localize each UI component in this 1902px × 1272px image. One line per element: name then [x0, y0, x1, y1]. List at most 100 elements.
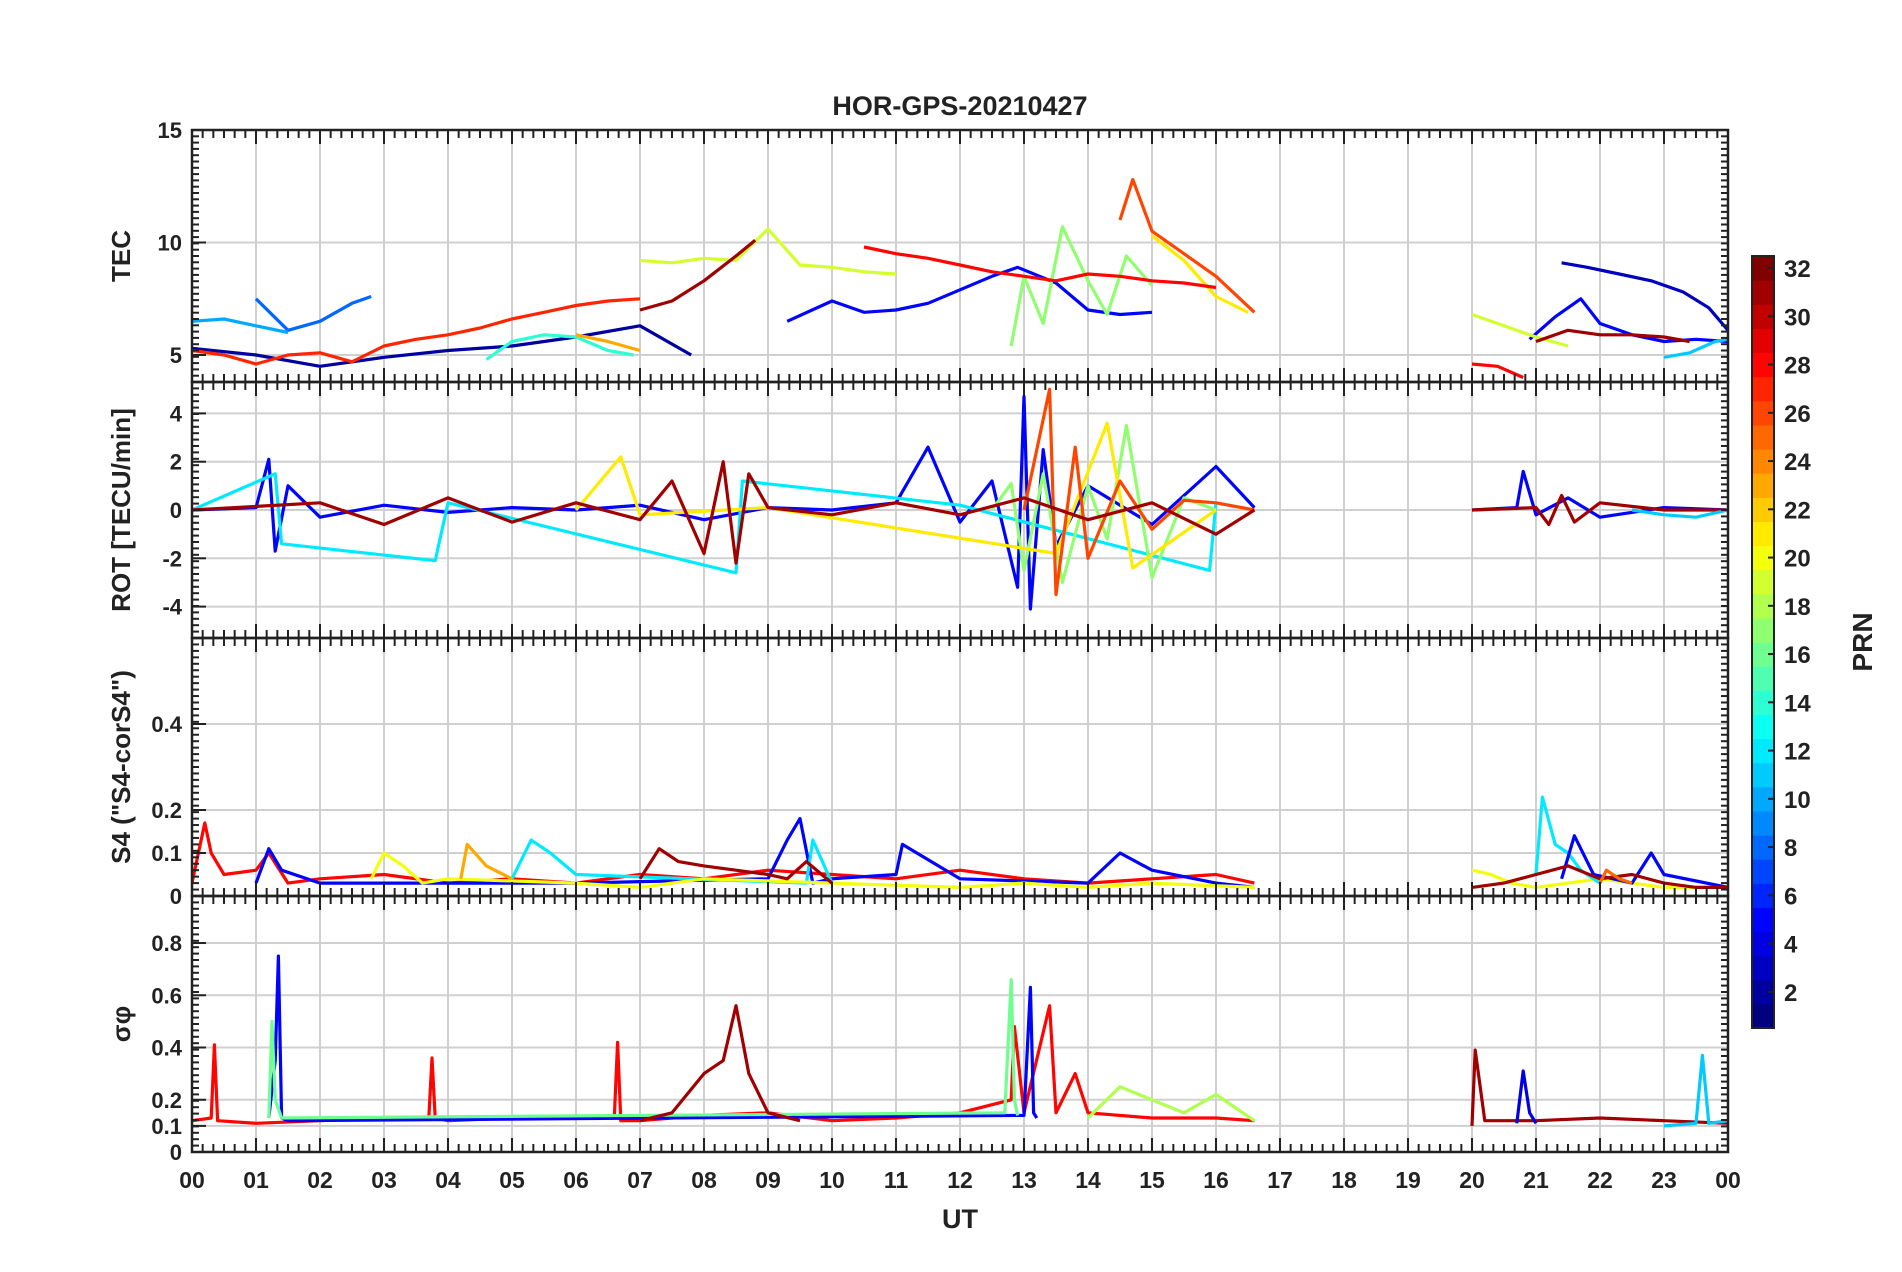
series-prn-5 [786, 265, 1153, 323]
y-tick-label: 0.6 [151, 983, 182, 1008]
x-tick-label: 14 [1075, 1167, 1101, 1193]
colorbar-tick-label: 22 [1784, 497, 1811, 524]
colorbar-segment [1752, 666, 1774, 691]
x-tick-label: 23 [1651, 1167, 1677, 1193]
colorbar-segment [1752, 617, 1774, 643]
series-prn-14 [485, 333, 634, 361]
y-tick-label: 0.4 [151, 1036, 182, 1061]
panel-frame [190, 894, 1730, 1154]
x-tick-label: 07 [627, 1167, 653, 1193]
x-tick-label: 00 [1715, 1167, 1741, 1193]
x-tick-label: 19 [1395, 1167, 1421, 1193]
series-prn-21 [1151, 234, 1249, 314]
colorbar-tick-label: 30 [1784, 304, 1811, 331]
series-prn-11 [1663, 337, 1728, 359]
colorbar-tick-label: 6 [1784, 883, 1797, 910]
series-prn-17 [990, 423, 1217, 585]
colorbar-segment [1752, 931, 1774, 957]
panel-series [192, 954, 1728, 1128]
colorbar-segment [1752, 979, 1774, 1005]
series-prn-28 [1471, 362, 1524, 379]
series-prn-16 [267, 977, 1020, 1120]
y-axis-label: ROT [TECU/min] [106, 408, 136, 612]
x-tick-label: 06 [563, 1167, 589, 1193]
x-tick-label: 05 [499, 1167, 525, 1193]
colorbar-tick-label: 10 [1784, 787, 1811, 814]
x-tick-label: 20 [1459, 1167, 1485, 1193]
series-prn-31 [192, 460, 1256, 565]
series-prn-27 [192, 297, 641, 366]
y-tick-label: 0.2 [151, 1088, 182, 1113]
y-tick-label: 10 [158, 231, 182, 256]
y-tick-label: -4 [162, 595, 182, 620]
series-prn-17 [1009, 225, 1154, 347]
y-tick-label: 0.2 [151, 798, 182, 823]
series-prn-19 [1471, 312, 1569, 348]
series-prn-18 [1086, 1085, 1256, 1123]
x-tick-label: 10 [819, 1167, 845, 1193]
x-tick-label: 00 [179, 1167, 205, 1193]
colorbar-tick-label: 2 [1784, 980, 1797, 1007]
panel-3: 0 0.1 0.2 0.4 S4 ("S4-corS4") [106, 636, 1730, 909]
colorbar-segment [1752, 424, 1774, 450]
series-prn-4 [1515, 1069, 1538, 1125]
x-tick-label: 03 [371, 1167, 397, 1193]
series-prn-25 [1598, 868, 1633, 885]
colorbar-segment [1752, 907, 1774, 933]
series-prn-10 [192, 317, 289, 335]
colorbar-segment [1752, 690, 1774, 715]
x-tick-label: 02 [307, 1167, 333, 1193]
colorbar-segment [1752, 714, 1774, 740]
series-prn-3 [1561, 261, 1728, 332]
y-axis-label: TEC [106, 230, 136, 282]
panel-1: 5 10 15 TEC [106, 118, 1730, 384]
x-tick-label: 12 [947, 1167, 973, 1193]
panel-2: -4 -2 0 2 4 ROT [TECU/min] [106, 380, 1730, 640]
x-tick-label: 21 [1523, 1167, 1549, 1193]
y-tick-label: 5 [170, 343, 182, 368]
colorbar-label: PRN [1847, 612, 1878, 671]
colorbar-tick-label: 24 [1784, 449, 1811, 476]
colorbar-segment [1752, 1003, 1774, 1029]
colorbar-segment [1752, 400, 1774, 426]
series-prn-31 [1471, 493, 1728, 527]
colorbar-tick-label: 16 [1784, 642, 1811, 669]
x-tick-label: 15 [1139, 1167, 1165, 1193]
colorbar-segment [1752, 449, 1774, 474]
x-tick-label: 04 [435, 1167, 461, 1193]
y-tick-label: 0 [170, 1140, 182, 1165]
series-prn-28 [192, 1004, 1255, 1125]
colorbar-segment [1752, 835, 1774, 860]
colorbar-segment [1752, 473, 1774, 498]
series-prn-21 [574, 421, 1217, 570]
x-tick-label: 16 [1203, 1167, 1229, 1193]
y-axis-label: σφ [106, 1006, 136, 1042]
x-tick-label: 17 [1267, 1167, 1293, 1193]
series-prn-5 [1528, 297, 1728, 344]
x-tick-label: 18 [1331, 1167, 1357, 1193]
y-tick-label: 0.8 [151, 931, 182, 956]
series-prn-8 [254, 294, 372, 332]
colorbar-segment [1752, 352, 1774, 378]
colorbar-segment [1752, 376, 1774, 402]
series-prn-26 [1022, 387, 1255, 597]
y-tick-label: 0.1 [151, 841, 182, 866]
colorbar-segment [1752, 545, 1774, 571]
y-tick-label: 0.1 [151, 1114, 182, 1139]
x-tick-label: 09 [755, 1167, 781, 1193]
colorbar-segment [1752, 304, 1774, 329]
y-tick-label: 0.4 [151, 712, 182, 737]
series-prn-31 [639, 239, 757, 312]
x-tick-label: 13 [1011, 1167, 1037, 1193]
y-tick-label: 15 [158, 118, 182, 143]
y-tick-label: 2 [170, 450, 182, 475]
series-prn-31 [638, 847, 834, 885]
series-prn-19 [639, 227, 897, 276]
series-prn-5 [254, 816, 1255, 889]
colorbar-tick-label: 20 [1784, 546, 1811, 573]
colorbar-segment [1752, 762, 1774, 788]
colorbar-segment [1752, 497, 1774, 522]
colorbar-tick-label: 4 [1784, 932, 1798, 959]
